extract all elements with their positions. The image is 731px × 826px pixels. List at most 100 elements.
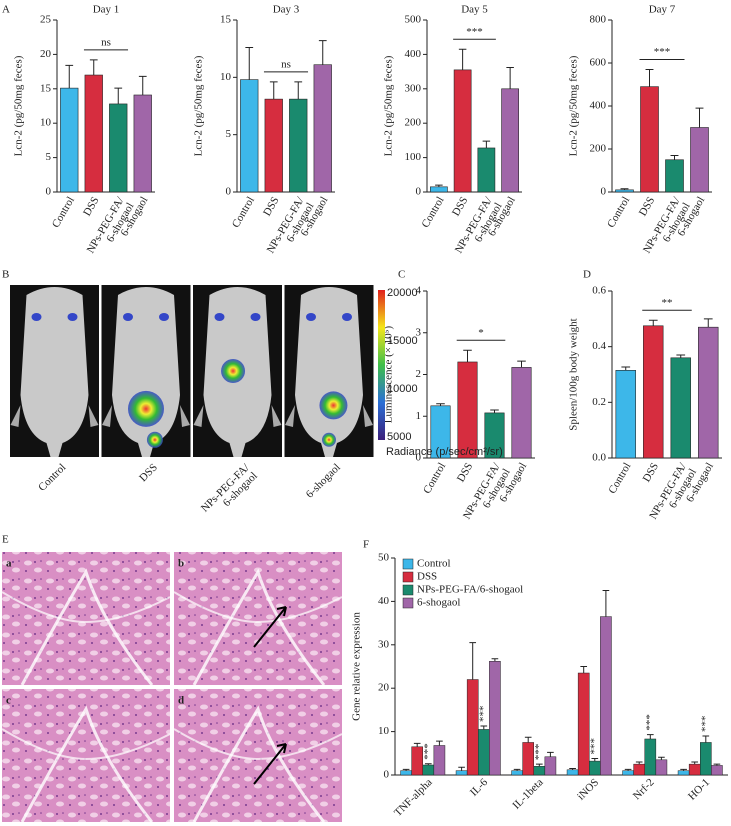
error-bar: [624, 768, 632, 771]
y-tick-label: 0: [46, 186, 52, 198]
error-bar: [482, 140, 491, 148]
bar: [622, 770, 634, 776]
error-bar: [591, 758, 599, 762]
mouse-image: [101, 285, 191, 457]
y-tick-label: 200: [590, 143, 607, 155]
y-tick-label: 0: [384, 769, 390, 781]
bar: [313, 64, 332, 193]
tissue-lumen: [20, 705, 154, 823]
y-tick-label: 15: [220, 14, 232, 26]
mouse-image: [10, 285, 99, 457]
bar: [615, 370, 636, 459]
bar: [640, 86, 659, 193]
error-bar: [713, 763, 721, 766]
legend-label: DSS: [417, 571, 437, 583]
bar: [400, 770, 412, 776]
bar: [433, 745, 446, 776]
bar: [677, 770, 690, 776]
y-axis-label: Lcn-2 (pg/50mg feces): [193, 55, 205, 156]
significance-label: **: [662, 297, 673, 309]
error-bar: [490, 409, 499, 413]
bar: [700, 742, 712, 776]
error-bar: [424, 763, 432, 766]
bar: [289, 98, 308, 193]
tissue-lumen: [173, 591, 343, 624]
tissue-lumen: [192, 568, 326, 686]
error-bar: [547, 751, 554, 757]
x-tick-label: DSS: [641, 461, 661, 484]
bar: [264, 98, 283, 193]
signal: [319, 391, 348, 420]
error-bar: [620, 188, 629, 190]
bar: [711, 765, 723, 776]
error-bar: [436, 740, 443, 746]
image-label: c: [6, 695, 11, 707]
y-tick-label: 3: [416, 326, 422, 338]
bar: [643, 325, 664, 459]
bar: [690, 127, 709, 193]
bar: [430, 186, 448, 193]
x-tick-label: DSS: [261, 195, 281, 218]
y-tick-label: 400: [405, 48, 422, 60]
bar: [478, 729, 490, 776]
image-label: d: [178, 695, 184, 707]
colorbar: [378, 290, 385, 440]
bar: [109, 103, 128, 193]
y-axis-label: Gene relative expression: [351, 612, 363, 721]
legend-label: NPs-PEG-FA/6-shogaol: [417, 584, 523, 596]
error-bar: [89, 59, 98, 76]
y-tick-label: 4: [416, 285, 422, 297]
signal: [306, 313, 316, 321]
error-bar: [480, 725, 488, 730]
y-tick-label: 0.2: [592, 396, 606, 408]
significance-label: *: [478, 327, 484, 339]
mouse-body: [20, 287, 89, 457]
bar: [533, 766, 546, 776]
legend-label: Control: [417, 558, 451, 570]
image-label: a: [6, 558, 12, 570]
signal: [123, 313, 133, 321]
bar: [544, 756, 557, 776]
significance-label: ns: [101, 36, 111, 48]
histology-image: c: [1, 689, 171, 823]
significance-label: ***: [466, 26, 483, 38]
bar: [644, 738, 657, 776]
signal: [146, 431, 163, 448]
bar: [84, 74, 103, 193]
bar: [670, 357, 691, 459]
legend-swatch: [402, 597, 414, 609]
bar: [665, 159, 684, 193]
y-tick-label: 0.0: [592, 452, 606, 464]
y-tick-label: 10: [40, 117, 52, 129]
error-bar: [402, 768, 410, 771]
arrow: [253, 743, 287, 785]
y-tick-label: 10: [220, 71, 232, 83]
signal: [342, 313, 352, 321]
significance-label: ***: [477, 705, 489, 722]
image-label: NPs-PEG-FA/6-shogaol: [199, 461, 261, 523]
error-bar: [491, 658, 499, 662]
y-tick-label: 5: [46, 151, 52, 163]
signal: [67, 313, 78, 321]
significance-label: ***: [422, 743, 434, 760]
panel-label: C: [398, 269, 405, 281]
y-tick-label: 20: [40, 48, 52, 60]
panel-label: D: [583, 269, 591, 281]
bar: [698, 326, 719, 459]
signal: [214, 313, 225, 321]
signal: [250, 313, 261, 321]
y-tick-label: 0.4: [592, 340, 606, 352]
x-tick-label: iNOS: [575, 776, 601, 802]
panel-label: F: [363, 539, 369, 551]
y-tick-label: 2: [416, 368, 422, 380]
bar: [600, 616, 612, 776]
histology-image: b: [173, 552, 343, 686]
bar: [511, 770, 523, 776]
bar: [589, 760, 601, 776]
error-bar: [569, 767, 576, 770]
image-label: Control: [36, 461, 68, 493]
y-tick-label: 600: [590, 57, 607, 69]
y-tick-label: 40: [378, 595, 390, 607]
y-tick-label: 20: [378, 682, 390, 694]
error-bar: [506, 66, 514, 89]
